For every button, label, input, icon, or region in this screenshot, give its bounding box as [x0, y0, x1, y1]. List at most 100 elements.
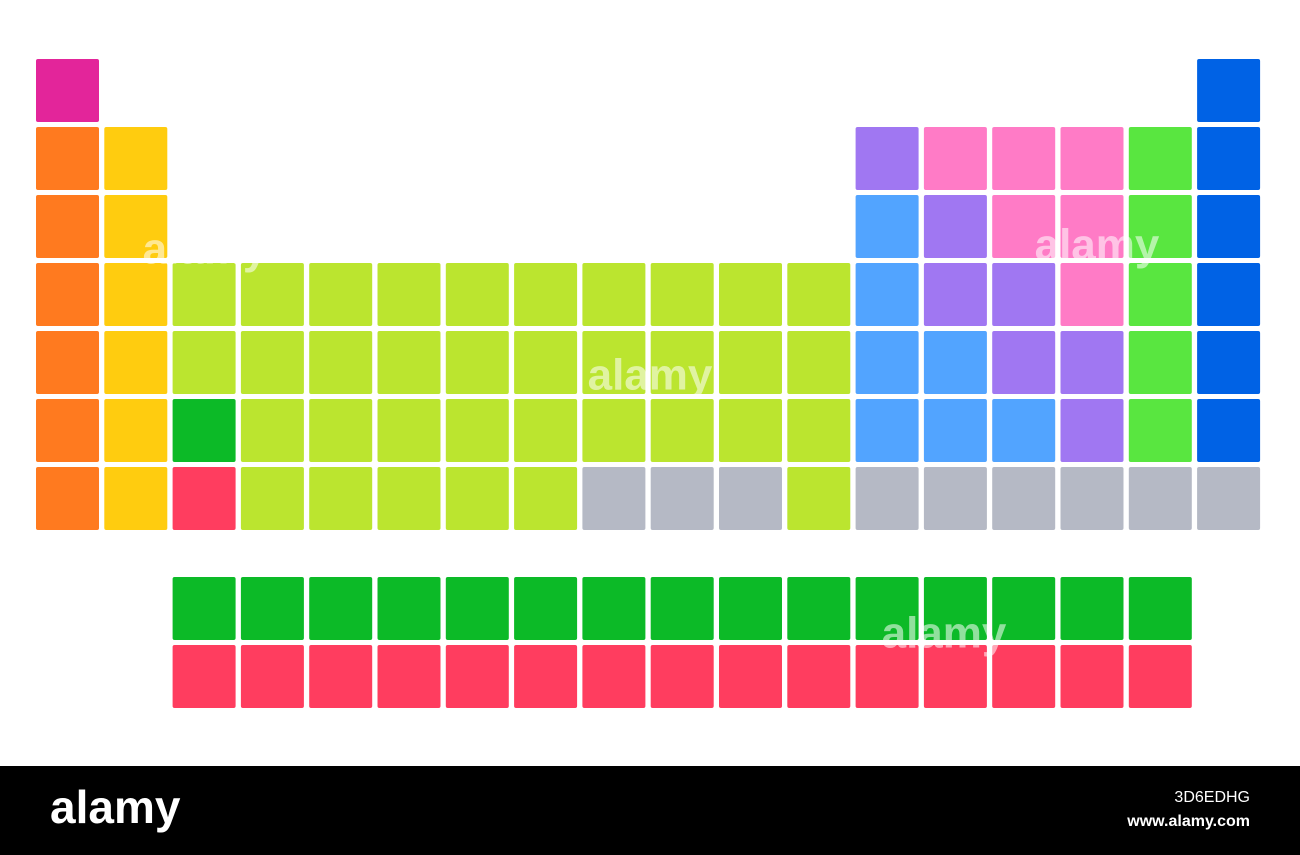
element-cell: [514, 577, 578, 640]
element-cell: [923, 195, 987, 258]
element-cell: [104, 331, 168, 394]
element-cell: [104, 195, 168, 258]
element-cell: [240, 331, 304, 394]
footer-bar: [0, 766, 1300, 855]
element-cell: [36, 263, 99, 326]
element-cell: [855, 577, 919, 640]
element-cell: [36, 399, 99, 462]
element-cell: [377, 263, 441, 326]
element-cell: [992, 467, 1056, 530]
element-cell: [923, 263, 987, 326]
element-cell: [719, 331, 782, 394]
element-cell: [1060, 263, 1124, 326]
element-cell: [1128, 195, 1192, 258]
element-cell: [377, 331, 441, 394]
element-cell: [104, 127, 168, 190]
element-cell: [1128, 399, 1192, 462]
footer-logo: alamy: [50, 781, 181, 833]
element-cell: [514, 645, 578, 708]
element-cell: [923, 467, 987, 530]
element-cell: [172, 467, 236, 530]
element-cell: [787, 645, 851, 708]
element-cell: [172, 577, 236, 640]
element-cell: [445, 331, 509, 394]
element-cell: [172, 399, 236, 462]
element-cell: [36, 127, 99, 190]
element-cell: [719, 467, 782, 530]
element-cell: [36, 331, 99, 394]
element-cell: [719, 577, 782, 640]
element-cell: [1128, 645, 1192, 708]
element-cell: [309, 645, 373, 708]
element-cell: [582, 645, 646, 708]
element-cell: [36, 195, 99, 258]
element-cell: [582, 331, 646, 394]
element-cell: [719, 399, 782, 462]
element-cell: [240, 399, 304, 462]
element-cell: [582, 399, 646, 462]
element-cell: [855, 331, 919, 394]
image-id: 3D6EDHG: [1174, 789, 1250, 806]
element-cell: [1128, 263, 1192, 326]
element-cell: [992, 263, 1056, 326]
element-cell: [855, 127, 919, 190]
element-cell: [377, 467, 441, 530]
element-cell: [514, 331, 578, 394]
watermark: alamy: [882, 609, 1007, 658]
element-cell: [104, 467, 168, 530]
element-cell: [1060, 399, 1124, 462]
element-cell: [172, 331, 236, 394]
element-cell: [1128, 127, 1192, 190]
element-cell: [1128, 467, 1192, 530]
watermark: alamy: [1035, 221, 1160, 270]
element-cell: [923, 127, 987, 190]
element-cell: [377, 645, 441, 708]
element-cell: [787, 467, 851, 530]
element-cell: [309, 399, 373, 462]
footer-url: www.alamy.com: [1126, 813, 1250, 830]
element-cell: [172, 263, 236, 326]
element-cell: [445, 399, 509, 462]
element-cell: [1197, 263, 1261, 326]
element-cell: [650, 467, 714, 530]
element-cell: [514, 263, 578, 326]
element-cell: [240, 577, 304, 640]
element-cell: [992, 127, 1056, 190]
element-cell: [445, 467, 509, 530]
element-cell: [36, 467, 99, 530]
element-cell: [650, 645, 714, 708]
element-cell: [240, 263, 304, 326]
element-cell: [309, 577, 373, 640]
element-cell: [240, 645, 304, 708]
element-cell: [787, 399, 851, 462]
element-cell: [104, 263, 168, 326]
element-cell: [1197, 127, 1261, 190]
element-cell: [923, 331, 987, 394]
element-cell: [1060, 331, 1124, 394]
element-cell: [1197, 195, 1261, 258]
element-cell: [992, 577, 1056, 640]
element-cell: [309, 467, 373, 530]
element-cell: [514, 467, 578, 530]
element-cell: [1197, 331, 1261, 394]
watermark: alamy: [143, 225, 268, 274]
element-cell: [1060, 645, 1124, 708]
element-cell: [1060, 127, 1124, 190]
element-cell: [650, 331, 714, 394]
element-cell: [377, 399, 441, 462]
element-cell: [445, 645, 509, 708]
element-cell: [1197, 467, 1261, 530]
element-cell: [855, 195, 919, 258]
element-cell: [36, 59, 99, 122]
element-cell: [1197, 59, 1261, 122]
element-cell: [923, 399, 987, 462]
element-cell: [582, 467, 646, 530]
element-cell: [719, 645, 782, 708]
element-cell: [582, 577, 646, 640]
element-cell: [1128, 331, 1192, 394]
element-cell: [309, 263, 373, 326]
watermark: alamy: [588, 351, 713, 400]
element-cell: [787, 577, 851, 640]
element-cell: [923, 645, 987, 708]
element-cell: [650, 399, 714, 462]
